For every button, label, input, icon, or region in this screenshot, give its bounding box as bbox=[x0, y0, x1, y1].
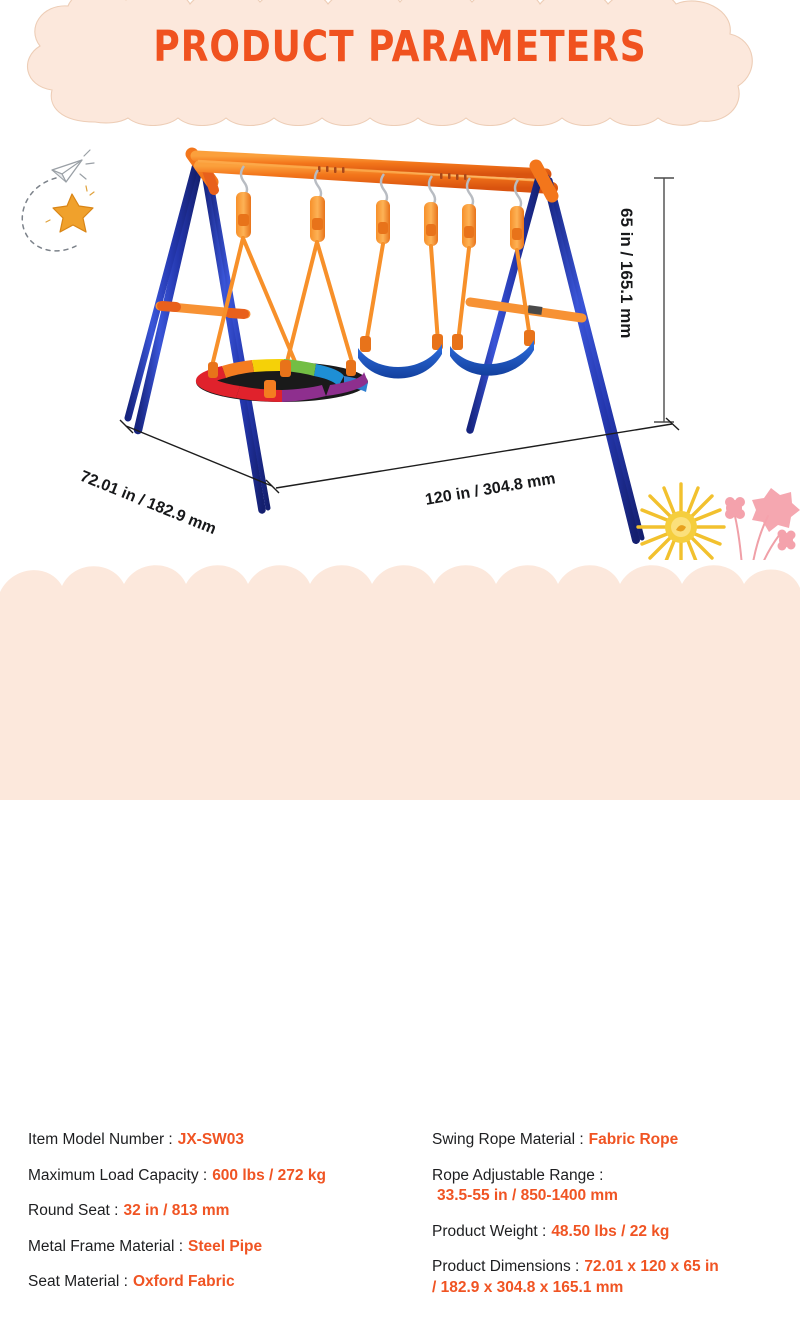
hanger-1 bbox=[236, 165, 251, 238]
saucer-ropes bbox=[210, 236, 354, 368]
hanger-3 bbox=[376, 173, 390, 244]
spec-row: Seat Material : Oxford Fabric bbox=[14, 1265, 382, 1300]
spec-label: Product Weight : bbox=[432, 1222, 547, 1240]
product-spec-sheet: PRODUCT PARAMETERS bbox=[0, 0, 800, 1296]
spec-row: Product Weight : 48.50 lbs / 22 kg bbox=[418, 1215, 786, 1251]
hanger-4 bbox=[424, 175, 438, 246]
frame-leg-left-front-a bbox=[124, 160, 200, 422]
spec-value: Fabric Rope bbox=[588, 1131, 679, 1148]
sun-icon bbox=[636, 482, 726, 572]
paper-plane-icon bbox=[51, 149, 95, 183]
specs-panel-shape bbox=[0, 565, 800, 800]
specs-column-left: Item Model Number : JX-SW03 Maximum Load… bbox=[0, 1123, 396, 1323]
paper-plane-trail bbox=[21, 177, 77, 252]
frame-leg-right-front-2 bbox=[547, 177, 645, 541]
spec-row: Round Seat : 32 in / 813 mm bbox=[14, 1194, 382, 1230]
spec-value: 600 lbs / 272 kg bbox=[212, 1166, 326, 1184]
frame-leg-left-front-b bbox=[200, 162, 266, 514]
spec-row: Item Model Number : JX-SW03 bbox=[14, 1123, 382, 1159]
product-illustration bbox=[0, 130, 800, 572]
frame-crossbar-right-clamp bbox=[527, 305, 543, 315]
spec-label: Swing Rope Material : bbox=[432, 1131, 584, 1148]
frame-top-beam-rear bbox=[190, 150, 552, 180]
spec-value: Oxford Fabric bbox=[132, 1273, 235, 1291]
spec-value: 72.01 x 120 x 65 in bbox=[584, 1258, 719, 1276]
spec-value: JX-SW03 bbox=[177, 1131, 245, 1148]
spec-label: Metal Frame Material : bbox=[28, 1237, 184, 1255]
spec-value: 48.50 lbs / 22 kg bbox=[551, 1222, 670, 1240]
frame-leg-right-front bbox=[542, 174, 640, 544]
spec-row: Product Dimensions :72.01 x 120 x 65 in … bbox=[418, 1250, 786, 1305]
spec-label: Rope Adjustable Range : bbox=[432, 1166, 604, 1184]
spec-value: 33.5-55 in / 850-1400 mm bbox=[437, 1187, 618, 1205]
frame-leg-right-rear bbox=[466, 170, 544, 434]
specs-grid: Item Model Number : JX-SW03 Maximum Load… bbox=[0, 1123, 800, 1323]
header-cloud-shape bbox=[27, 0, 753, 127]
hanger-2 bbox=[310, 169, 325, 242]
spec-row: Metal Frame Material : Steel Pipe bbox=[14, 1230, 382, 1266]
star-icon bbox=[45, 185, 95, 233]
frame-top-beam-highlight bbox=[197, 159, 549, 183]
spec-value-continued: / 182.9 x 304.8 x 165.1 mm bbox=[432, 1279, 624, 1297]
spec-label: Round Seat : bbox=[28, 1202, 119, 1220]
specs-column-right: Swing Rope Material : Fabric Rope Rope A… bbox=[404, 1123, 800, 1323]
spec-value: 32 in / 813 mm bbox=[123, 1202, 230, 1220]
header-cloud-banner: PRODUCT PARAMETERS bbox=[0, 0, 800, 127]
beam-bolt-marks bbox=[318, 166, 467, 180]
spec-label: Maximum Load Capacity : bbox=[28, 1166, 208, 1184]
frame-crossbar-left-cap-b bbox=[225, 308, 249, 319]
dimension-lines bbox=[119, 177, 680, 494]
frame-leg-left-front-c bbox=[205, 163, 271, 511]
hanger-5 bbox=[462, 177, 476, 248]
spec-label: Item Model Number : bbox=[28, 1131, 173, 1148]
spec-row: Swing Rope Material : Fabric Rope bbox=[418, 1123, 786, 1159]
dimension-height-label: 65 in / 165.1 mm bbox=[617, 208, 636, 339]
frame-leg-left-rear bbox=[133, 157, 205, 435]
specs-panel: Item Model Number : JX-SW03 Maximum Load… bbox=[0, 548, 800, 1296]
spec-label: Seat Material : bbox=[28, 1273, 128, 1291]
frame-crossbar-left-cap-a bbox=[157, 301, 181, 312]
frame-collar-right bbox=[529, 159, 559, 203]
spec-row: Rope Adjustable Range : 33.5-55 in / 850… bbox=[418, 1159, 786, 1215]
frame-top-beam-front bbox=[194, 160, 558, 194]
belt-swing-1 bbox=[358, 242, 443, 379]
spec-label: Product Dimensions : bbox=[432, 1258, 580, 1276]
spec-row: Maximum Load Capacity : 600 lbs / 272 kg bbox=[14, 1159, 382, 1195]
page-title: PRODUCT PARAMETERS bbox=[153, 22, 647, 72]
saucer-seat bbox=[195, 358, 368, 402]
spec-value: Steel Pipe bbox=[188, 1237, 263, 1255]
belt-swing-2 bbox=[450, 246, 535, 376]
hanger-6 bbox=[510, 179, 524, 250]
